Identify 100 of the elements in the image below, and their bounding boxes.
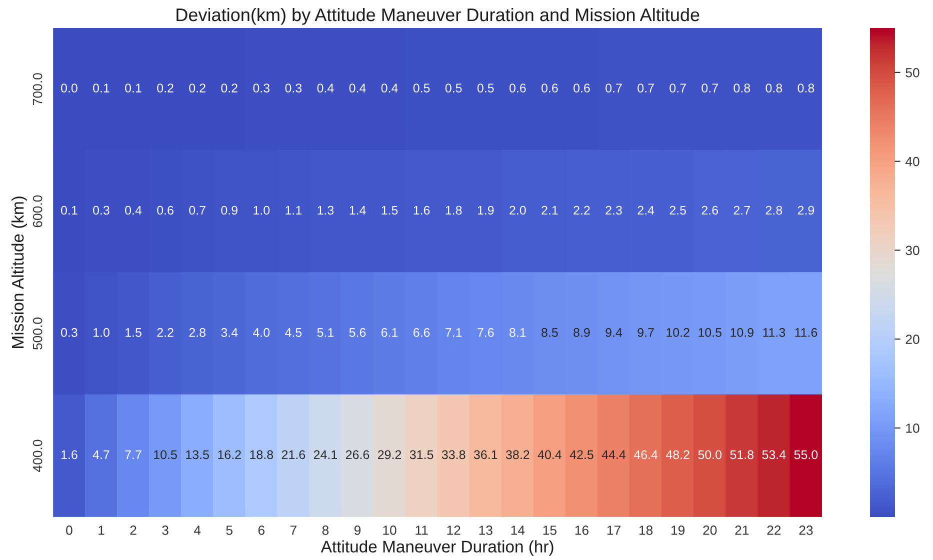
y-tick-label: 400.0 xyxy=(32,440,42,472)
data-label: 0.7 xyxy=(606,84,622,92)
data-label: 26.6 xyxy=(346,450,370,460)
data-label: 50.0 xyxy=(698,450,722,460)
x-tick-label: 12 xyxy=(447,526,460,535)
x-tick-label: 9 xyxy=(354,526,361,535)
x-tick-label: 13 xyxy=(479,526,492,535)
data-label: 0.5 xyxy=(413,84,430,92)
data-label: 0.6 xyxy=(541,84,558,92)
data-label: 2.4 xyxy=(638,206,654,215)
x-tick-label: 1 xyxy=(98,526,104,535)
x-tick-label: 18 xyxy=(639,526,653,535)
data-label: 42.5 xyxy=(570,450,594,460)
color-bar-label: 20 xyxy=(906,334,920,344)
y-tick-label: 500.0 xyxy=(32,318,42,350)
data-label: 4.7 xyxy=(92,450,110,459)
data-label: 33.8 xyxy=(442,450,466,460)
x-tick-label: 16 xyxy=(575,526,588,535)
data-label: 0.3 xyxy=(61,328,78,337)
data-label: 5.6 xyxy=(349,328,366,337)
data-label: 9.4 xyxy=(606,328,622,337)
data-label: 0.6 xyxy=(509,84,526,92)
data-label: 2.0 xyxy=(510,206,526,215)
data-label: 0.3 xyxy=(253,84,270,92)
data-label: 0.8 xyxy=(798,84,814,92)
data-label: 48.2 xyxy=(666,450,690,460)
x-tick-label: 23 xyxy=(799,526,813,535)
x-tick-label: 20 xyxy=(703,526,717,535)
y-tick-label: 600.0 xyxy=(32,195,42,228)
x-tick-label: 22 xyxy=(767,526,781,535)
data-label: 0.9 xyxy=(221,206,238,215)
x-tick-label: 5 xyxy=(226,526,232,535)
data-label: 0.2 xyxy=(221,84,238,92)
y-axis-title: Mission Altitude (km) xyxy=(11,196,27,348)
data-label: 0.2 xyxy=(157,84,174,92)
data-label: 24.1 xyxy=(314,450,338,459)
chart-title: Deviation(km) by Attitude Maneuver Duration and Mission Altitude xyxy=(176,8,700,25)
color-bar-label: 10 xyxy=(906,424,920,433)
data-label: 29.2 xyxy=(378,450,402,460)
x-axis-title: Attitude Maneuver Duration (hr) xyxy=(320,540,554,556)
data-label: 16.2 xyxy=(218,450,241,460)
data-label: 2.8 xyxy=(766,206,782,215)
color-bar-label: 50 xyxy=(906,68,920,78)
data-label: 0.7 xyxy=(670,84,686,92)
data-label: 2.2 xyxy=(574,206,590,215)
data-label: 46.4 xyxy=(634,450,658,460)
x-tick-label: 15 xyxy=(543,526,556,535)
data-label: 1.6 xyxy=(414,206,430,215)
data-label: 13.5 xyxy=(186,450,209,460)
data-label: 1.5 xyxy=(382,206,398,215)
data-label: 0.4 xyxy=(317,84,334,92)
data-label: 2.8 xyxy=(189,328,206,337)
x-tick-label: 4 xyxy=(194,526,201,535)
data-label: 4.0 xyxy=(252,328,270,337)
data-label: 0.3 xyxy=(93,206,110,215)
data-label: 2.1 xyxy=(542,206,558,215)
data-label: 2.5 xyxy=(670,206,686,215)
data-label: 8.9 xyxy=(574,328,590,337)
data-label: 0.5 xyxy=(477,84,494,92)
data-label: 0.7 xyxy=(638,84,654,92)
data-label: 1.4 xyxy=(350,206,366,215)
data-label: 9.7 xyxy=(638,328,654,337)
data-label: 1.0 xyxy=(93,328,110,337)
x-tick-label: 8 xyxy=(322,526,329,535)
x-tick-label: 0 xyxy=(66,526,72,535)
data-label: 1.1 xyxy=(286,206,302,215)
data-label: 10.5 xyxy=(154,450,177,460)
data-label: 6.6 xyxy=(414,328,430,337)
data-label: 0.0 xyxy=(61,84,78,92)
data-label: 2.3 xyxy=(606,206,622,215)
data-label: 18.8 xyxy=(250,450,274,460)
data-label: 10.2 xyxy=(666,328,690,337)
data-label: 0.6 xyxy=(574,84,590,92)
data-label: 40.4 xyxy=(538,450,562,460)
data-label: 1.6 xyxy=(61,450,78,460)
data-label: 31.5 xyxy=(410,450,434,460)
data-label: 4.5 xyxy=(285,328,302,337)
data-label: 0.2 xyxy=(189,84,206,92)
y-tick-label: 700.0 xyxy=(32,73,42,105)
data-label: 11.6 xyxy=(795,328,818,337)
data-label: 1.9 xyxy=(478,206,494,215)
data-label: 7.1 xyxy=(446,328,462,337)
data-label: 53.4 xyxy=(762,450,786,460)
data-label: 38.2 xyxy=(506,450,530,460)
x-tick-label: 17 xyxy=(607,526,620,535)
data-label: 21.6 xyxy=(282,450,306,460)
data-label: 0.4 xyxy=(381,84,398,92)
data-label: 0.8 xyxy=(734,84,750,92)
x-tick-label: 21 xyxy=(735,526,749,535)
x-tick-label: 14 xyxy=(511,526,525,535)
data-label: 0.1 xyxy=(61,206,78,215)
data-label: 51.8 xyxy=(730,450,754,460)
x-tick-label: 2 xyxy=(130,526,136,535)
data-label: 11.3 xyxy=(763,328,786,337)
data-label: 7.6 xyxy=(478,328,494,337)
data-label: 1.3 xyxy=(318,206,334,215)
data-label: 5.1 xyxy=(317,328,334,337)
data-label: 2.9 xyxy=(798,206,814,215)
data-label: 0.4 xyxy=(349,84,366,92)
data-label: 7.7 xyxy=(125,450,142,459)
